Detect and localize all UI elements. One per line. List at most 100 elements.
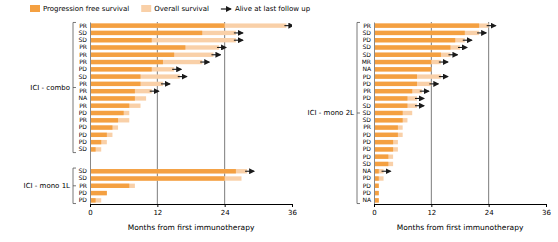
tick-label: SD: [363, 29, 372, 36]
bar: [374, 162, 388, 166]
bar: [90, 23, 225, 27]
tick: PR: [79, 43, 90, 50]
bar: [374, 60, 441, 64]
tick: SD: [363, 29, 374, 36]
bar: [374, 89, 422, 93]
bar: [90, 125, 118, 129]
bar: [90, 23, 286, 27]
tick-label: PD: [79, 138, 88, 145]
bar: [374, 60, 431, 64]
tick: PD: [363, 189, 374, 196]
bar: [90, 140, 101, 144]
axis-line: [375, 205, 547, 208]
tick: PD: [79, 131, 90, 138]
tick-label: PD: [363, 73, 372, 80]
tick: PR: [363, 123, 374, 130]
tick: 12: [153, 204, 162, 217]
legend-label: Progression free survival: [43, 5, 129, 13]
bar: [374, 140, 398, 144]
bar: [90, 38, 152, 42]
bar: [90, 60, 163, 64]
bar: [374, 89, 412, 93]
bar: [90, 89, 135, 93]
tick-label: PR: [363, 87, 371, 94]
plot-area: [374, 22, 496, 204]
tick-label: PR: [79, 102, 87, 109]
tick: PD: [79, 196, 90, 203]
legend-label: Alive at last follow up: [235, 5, 311, 13]
y-axis: PRSDPDSDSDMRNAPDPDPRPDSDSDSDPRPDPDPDPDSD…: [362, 22, 375, 205]
axis-title: Months from first immunotherapy: [397, 223, 524, 232]
tick: SD: [79, 167, 90, 174]
alive-arrow: [415, 105, 424, 106]
tick-label: PD: [363, 131, 372, 138]
tick-label: PD: [79, 196, 88, 203]
bar: [90, 169, 247, 173]
tick-label: NA: [362, 167, 371, 174]
axis-line: [374, 23, 375, 205]
bar: [90, 31, 202, 35]
tick: SD: [363, 51, 374, 58]
x-axis: 0122436: [88, 204, 297, 217]
alive-arrow: [415, 98, 424, 99]
alive-arrow: [161, 83, 170, 84]
tick-label: SD: [79, 29, 88, 36]
alive-arrow: [284, 25, 292, 26]
bar: [374, 154, 393, 158]
tick: PD: [363, 94, 374, 101]
tick: PR: [79, 80, 90, 87]
tick: SD: [363, 109, 374, 116]
bar: [374, 82, 431, 86]
tick-label: SD: [363, 102, 372, 109]
bar: [90, 104, 129, 108]
tick-mark: [225, 204, 226, 207]
legend: Progression free survivalOverall surviva…: [30, 5, 311, 13]
bar: [374, 53, 450, 57]
alive-arrow: [178, 76, 187, 77]
tick-mark: [431, 204, 432, 207]
bracket: [73, 22, 76, 152]
bar: [374, 96, 407, 100]
tick-label: SD: [363, 116, 372, 123]
bar: [90, 191, 107, 195]
tick-mark: [546, 204, 547, 207]
alive-arrow: [477, 32, 486, 33]
bar: [374, 111, 403, 115]
tick-mark: [292, 204, 293, 207]
bar: [374, 74, 441, 78]
bar: [374, 118, 407, 122]
tick-label: SD: [363, 51, 372, 58]
tick: PR: [79, 116, 90, 123]
bar: [90, 184, 135, 188]
tick: SD: [363, 43, 374, 50]
tick-label: PD: [79, 123, 88, 130]
tick: SD: [79, 29, 90, 36]
tick: PD: [363, 145, 374, 152]
tick: PR: [79, 102, 90, 109]
bar: [90, 133, 112, 137]
tick-label: PR: [79, 116, 87, 123]
tick-label: 36: [542, 209, 551, 217]
bar: [90, 82, 163, 86]
tick: NA: [362, 167, 374, 174]
tick: PD: [363, 182, 374, 189]
tick: PD: [363, 131, 374, 138]
alive-arrow: [200, 61, 209, 62]
tick: SD: [363, 102, 374, 109]
tick: PR: [363, 87, 374, 94]
tick-label: PD: [363, 145, 372, 152]
legend-item: Alive at last follow up: [221, 5, 311, 13]
bar: [90, 176, 242, 180]
tick: NA: [362, 196, 374, 203]
tick: SD: [363, 160, 374, 167]
bar: [374, 67, 431, 71]
bar: [374, 147, 398, 151]
bar: [90, 45, 185, 49]
tick: PR: [79, 87, 90, 94]
tick-label: PR: [363, 123, 371, 130]
axis-line: [91, 205, 293, 208]
tick-label: NA: [362, 65, 371, 72]
bar: [374, 31, 465, 35]
tick: PR: [79, 58, 90, 65]
bar: [374, 111, 412, 115]
